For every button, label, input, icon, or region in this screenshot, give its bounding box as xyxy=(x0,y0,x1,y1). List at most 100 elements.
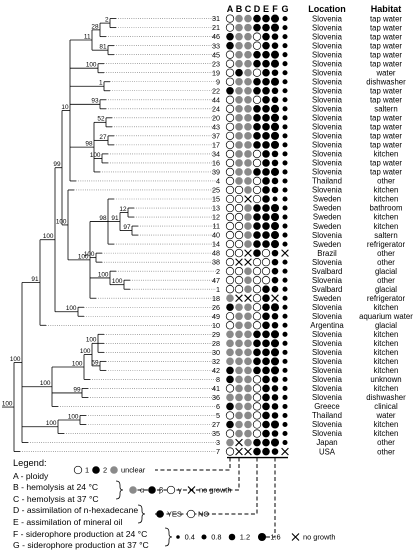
bootstrap-value: 99 xyxy=(53,161,61,168)
hemolysis-marker xyxy=(235,357,243,366)
assimilation-marker xyxy=(262,77,270,86)
strain-id: 37 xyxy=(212,131,220,140)
legend-d-label: D - assimilation of n-hexadecane xyxy=(13,505,139,516)
ploidy-marker xyxy=(225,122,235,131)
strain-habitat: tap water xyxy=(370,168,402,177)
strain-location: Slovenia xyxy=(312,23,343,32)
bootstrap-value: 100 xyxy=(112,278,123,285)
siderophore-marker xyxy=(282,313,288,319)
siderophore-marker xyxy=(282,160,288,166)
hemolysis-marker xyxy=(234,267,244,276)
assimilation-marker xyxy=(262,41,270,50)
ploidy-marker xyxy=(225,113,235,122)
hemolysis-marker xyxy=(244,375,252,384)
bootstrap-value: 100 xyxy=(98,271,109,278)
ploidy-marker xyxy=(226,402,234,411)
bootstrap-value: 11 xyxy=(84,33,91,40)
strain-location: Slovenia xyxy=(312,231,343,240)
hemolysis-marker xyxy=(234,239,244,249)
strain-id: 6 xyxy=(216,402,220,411)
bootstrap-value: 81 xyxy=(99,44,107,51)
assimilation-marker xyxy=(261,267,271,276)
strain-id: 16 xyxy=(212,159,220,168)
ploidy-marker xyxy=(225,77,235,86)
hemolysis-marker xyxy=(244,14,252,23)
hemolysis-marker xyxy=(244,339,252,348)
siderophore-marker xyxy=(282,277,288,283)
bootstrap-value: 59 xyxy=(91,359,99,366)
strain-location: Slovenia xyxy=(312,375,343,384)
legend-no-text: NO xyxy=(198,510,209,519)
assimilation-marker xyxy=(252,384,262,393)
siderophore-marker xyxy=(282,16,288,22)
assimilation-marker xyxy=(262,420,270,429)
strain-location: Slovenia xyxy=(312,348,343,357)
hemolysis-marker xyxy=(244,68,252,77)
assimilation-marker xyxy=(253,50,261,59)
assimilation-marker xyxy=(262,186,270,194)
ploidy-marker xyxy=(225,95,235,104)
hemolysis-marker xyxy=(235,321,243,330)
strain-habitat: kitchen xyxy=(374,339,399,348)
siderophore-marker xyxy=(282,403,288,409)
strain-location: Slovenia xyxy=(312,276,343,285)
col-letter-c: C xyxy=(245,4,252,14)
strain-location: Slovenia xyxy=(312,258,343,267)
hemolysis-marker xyxy=(244,411,252,420)
assimilation-marker xyxy=(253,231,261,239)
ploidy-marker xyxy=(225,239,235,249)
strain-location: Svalbard xyxy=(312,285,343,294)
hemolysis-marker xyxy=(244,330,252,339)
bootstrap-value: 100 xyxy=(84,251,95,258)
strain-id: 32 xyxy=(212,357,220,366)
assimilation-marker xyxy=(252,285,262,294)
ploidy-marker xyxy=(226,86,234,95)
siderophore-marker xyxy=(271,376,279,383)
siderophore-marker xyxy=(270,104,280,113)
siderophore-marker xyxy=(282,394,288,400)
no-growth-marker xyxy=(244,294,252,303)
assimilation-marker xyxy=(262,330,270,339)
ploidy-marker xyxy=(225,257,235,267)
strain-location: Slovenia xyxy=(312,50,343,59)
assimilation-marker xyxy=(252,294,262,303)
col-letter-e: E xyxy=(263,4,269,14)
ploidy-marker xyxy=(225,14,235,23)
strain-habitat: saltern xyxy=(374,105,397,114)
bootstrap-value: 1 xyxy=(99,80,103,87)
strain-habitat: water xyxy=(375,411,395,420)
col-letter-g: G xyxy=(281,4,288,14)
hemolysis-marker xyxy=(244,240,252,248)
siderophore-marker xyxy=(271,430,279,437)
assimilation-marker xyxy=(262,411,270,420)
legend-no-growth-marker-2 xyxy=(291,533,300,541)
assimilation-marker xyxy=(262,339,270,348)
assimilation-marker xyxy=(262,141,270,149)
siderophore-marker xyxy=(282,322,288,328)
assimilation-marker xyxy=(252,411,262,420)
bootstrap-value: 52 xyxy=(97,116,105,123)
legend-size-text: 0.4 xyxy=(185,533,195,542)
siderophore-marker xyxy=(270,122,280,131)
strain-id: 5 xyxy=(216,411,220,420)
siderophore-marker xyxy=(282,358,288,364)
strain-id: 30 xyxy=(212,348,220,357)
hemolysis-marker xyxy=(244,114,252,122)
legend-no-growth-text: no growth xyxy=(199,486,231,495)
hemolysis-marker xyxy=(234,221,244,231)
strain-location: Slovenia xyxy=(312,330,343,339)
strain-id: 42 xyxy=(212,366,220,375)
legend-alpha-marker xyxy=(129,486,137,494)
assimilation-marker xyxy=(253,168,261,176)
assimilation-marker xyxy=(252,402,262,411)
strain-location: Slovenia xyxy=(312,393,343,402)
ploidy-marker xyxy=(225,194,235,204)
hemolysis-marker xyxy=(244,384,252,393)
assimilation-marker xyxy=(262,402,270,411)
legend-size-marker xyxy=(176,535,180,539)
siderophore-marker xyxy=(282,25,288,31)
siderophore-marker xyxy=(282,241,288,247)
hemolysis-marker xyxy=(244,222,252,230)
assimilation-marker xyxy=(262,321,270,330)
assimilation-marker xyxy=(253,357,261,366)
